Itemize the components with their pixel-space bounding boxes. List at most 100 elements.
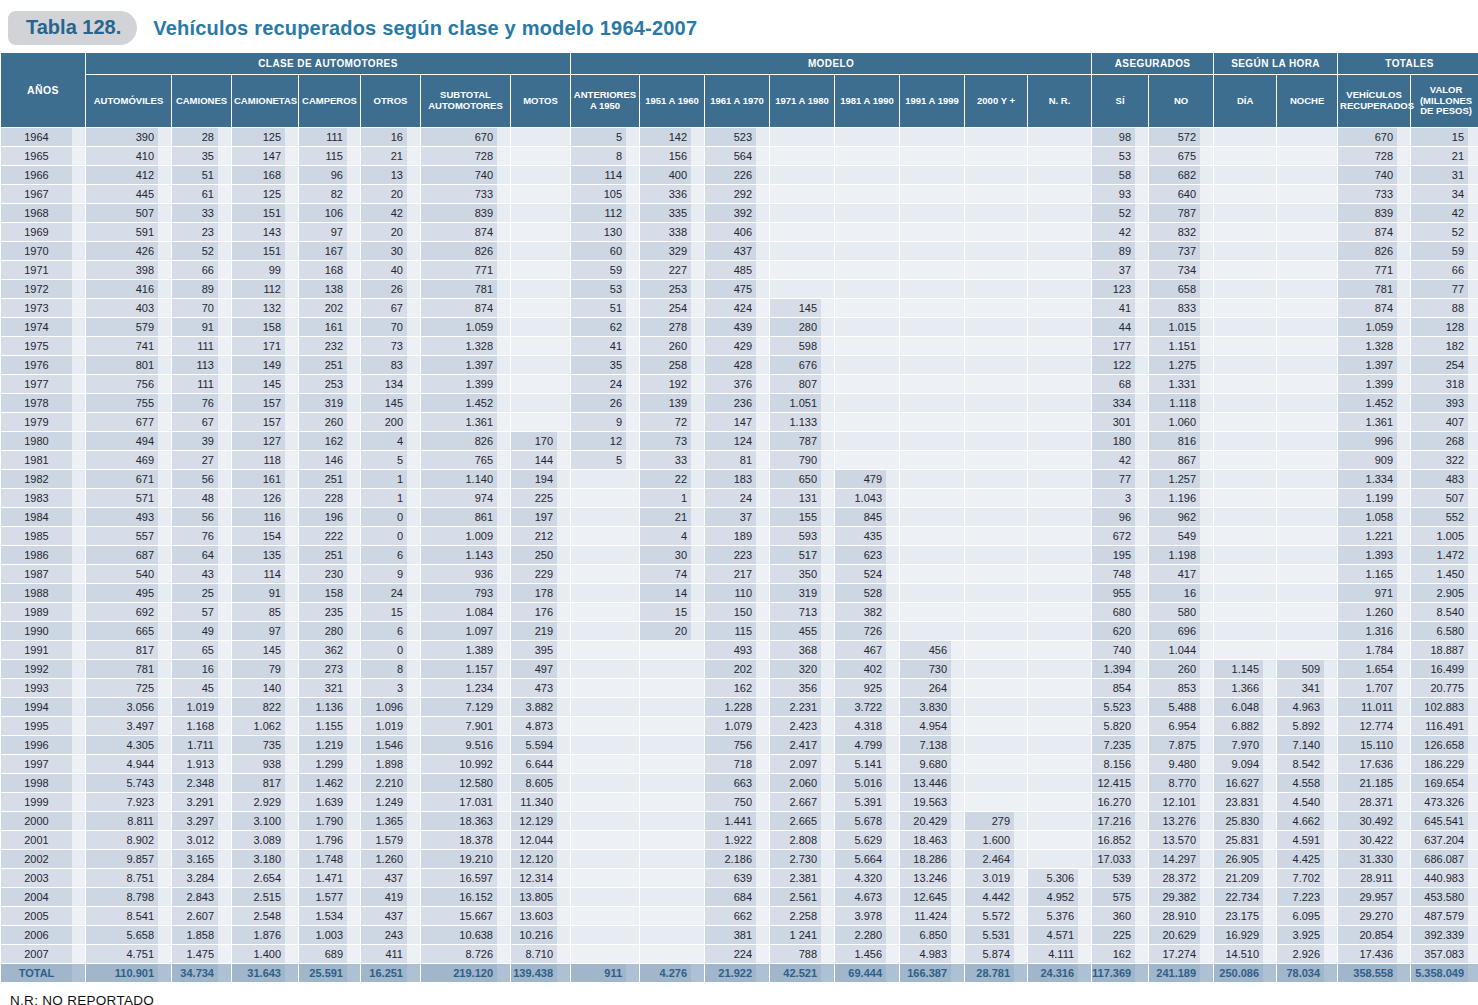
data-cell: 177 [1092,337,1148,355]
cell-value: 741 [86,337,158,355]
cell-value: 675 [1149,147,1200,165]
data-cell [1277,584,1337,602]
cell-value: 24 [705,489,756,507]
table-row: 197241689112138267815325347512365878177 [1,280,1478,298]
data-cell: 10.992 [421,755,510,773]
cell-value: 1992 [1,660,72,678]
data-cell: 162 [705,679,769,697]
data-cell: 91 [172,318,231,336]
data-cell [1214,394,1276,412]
cell-value: 17.636 [1338,755,1397,773]
cell-value: 996 [1338,432,1397,450]
cell-value: 14.510 [1214,945,1263,963]
cell-value: 1.328 [1338,337,1397,355]
data-cell: 801 [86,356,171,374]
col-header-vehiculos: VEHÍCULOS RECUPERADOS [1338,75,1410,127]
cell-value: 938 [232,755,285,773]
cell-value: 278 [640,318,691,336]
data-cell: 250.086 [1214,964,1276,982]
data-cell: 1.058 [1338,508,1410,526]
data-cell: 682 [1149,166,1213,184]
cell-value: 1.019 [361,717,407,735]
cell-value: 59 [1411,242,1468,260]
data-cell: 34 [1411,185,1478,203]
data-cell [571,736,639,754]
data-cell [1277,318,1337,336]
cell-value: 158 [299,584,347,602]
data-cell: 3.925 [1277,926,1337,944]
cell-value: 4.944 [86,755,158,773]
data-cell: 0 [361,641,420,659]
data-cell: 854 [1092,679,1148,697]
data-cell [1214,565,1276,583]
cell-value: 74 [640,565,691,583]
data-cell: 2.417 [770,736,834,754]
data-cell [1214,128,1276,146]
data-cell: 467 [835,641,899,659]
cell-value: 8 [361,660,407,678]
cell-value: 429 [705,337,756,355]
data-cell: 30.422 [1338,831,1410,849]
data-cell: 116.491 [1411,717,1478,735]
cell-value: 756 [86,375,158,393]
data-cell: 26.905 [1214,850,1276,868]
data-cell: 4.276 [640,964,704,982]
data-cell: 8.770 [1149,774,1213,792]
cell-value: 765 [421,451,497,469]
data-cell: 16.499 [1411,660,1478,678]
data-cell: 672 [1092,527,1148,545]
data-cell: 16 [361,128,420,146]
cell-value: 162 [705,679,756,697]
cell-value: 4.954 [900,717,951,735]
data-cell: 1.748 [299,850,360,868]
data-cell: 787 [1149,204,1213,222]
cell-value: 138 [299,280,347,298]
cell-value: 4.558 [1277,774,1324,792]
cell-value: 1.600 [965,831,1014,849]
data-cell [900,413,964,431]
data-cell: 236 [705,394,769,412]
cell-value: 0 [361,508,407,526]
data-cell [511,204,570,222]
data-cell: 28.911 [1338,869,1410,887]
cell-value: 114 [232,565,285,583]
data-cell: 171 [232,337,298,355]
data-cell: 5.358.049 [1411,964,1478,982]
data-cell [1214,242,1276,260]
data-cell: 2.423 [770,717,834,735]
cell-value: 874 [421,223,497,241]
cell-value: 6.882 [1214,717,1263,735]
data-cell [511,261,570,279]
cell-value: 21 [361,147,407,165]
cell-value: 45 [172,679,218,697]
data-cell: 126 [232,489,298,507]
cell-value: 23.831 [1214,793,1263,811]
cell-value: 202 [299,299,347,317]
cell-value: 564 [705,147,756,165]
data-cell: 15 [640,603,704,621]
data-cell: 2.929 [232,793,298,811]
cell-value: 18.463 [900,831,951,849]
cell-value: 475 [705,280,756,298]
data-cell [1028,432,1091,450]
cell-value: 360 [1092,907,1135,925]
cell-value: 1.399 [421,375,497,393]
group-header-modelo: MODELO [571,53,1091,74]
data-cell: 523 [705,128,769,146]
data-cell: 25.591 [299,964,360,982]
data-cell: 572 [1149,128,1213,146]
data-cell [965,622,1027,640]
data-cell [571,812,639,830]
data-cell [965,223,1027,241]
data-cell [511,337,570,355]
cell-value: 251 [299,546,347,564]
table-row: 1981469271181465765144533817904286790932… [1,451,1478,469]
cell-value: 11.340 [511,793,557,811]
data-cell: 25.831 [1214,831,1276,849]
data-cell: 13 [361,166,420,184]
data-cell: 4.571 [1028,926,1091,944]
cell-value: 400 [640,166,691,184]
data-cell [835,261,899,279]
data-cell [835,242,899,260]
cell-value: 182 [1411,337,1468,355]
